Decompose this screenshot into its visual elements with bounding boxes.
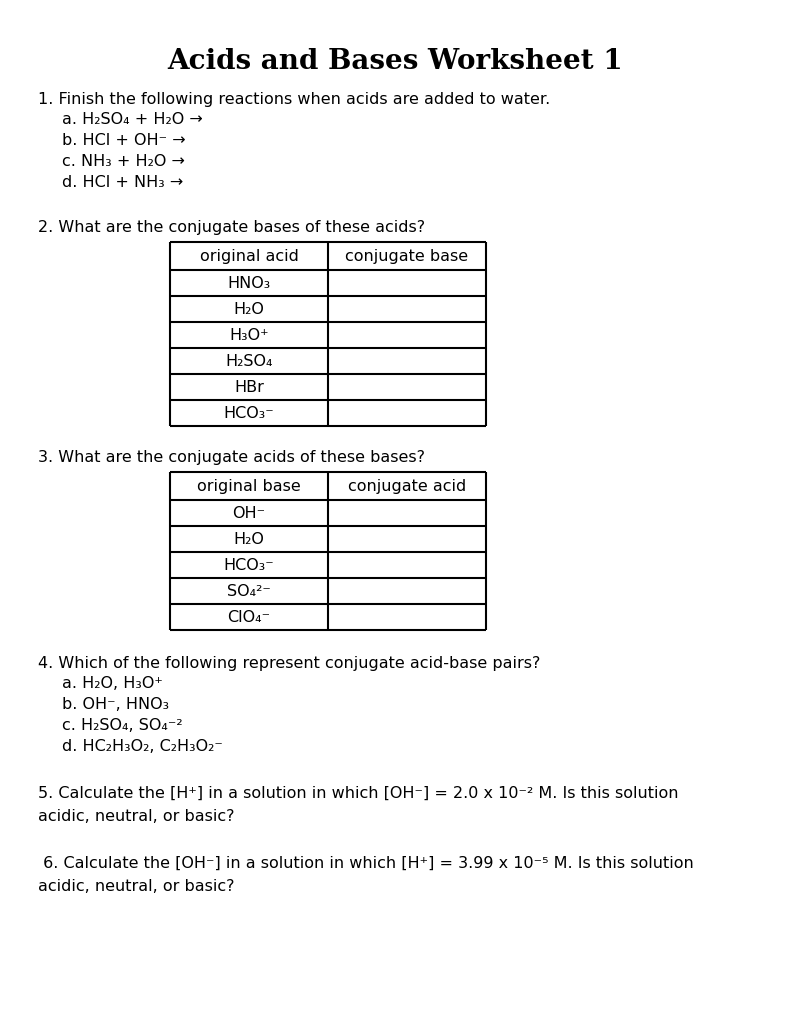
Text: a. H₂SO₄ + H₂O →: a. H₂SO₄ + H₂O →: [62, 112, 202, 127]
Text: H₃O⁺: H₃O⁺: [229, 328, 269, 342]
Text: original acid: original acid: [199, 249, 298, 263]
Text: OH⁻: OH⁻: [233, 506, 266, 520]
Text: 2. What are the conjugate bases of these acids?: 2. What are the conjugate bases of these…: [38, 220, 425, 234]
Text: H₂O: H₂O: [233, 531, 264, 547]
Text: acidic, neutral, or basic?: acidic, neutral, or basic?: [38, 809, 234, 824]
Text: H₂SO₄: H₂SO₄: [225, 353, 273, 369]
Text: Acids and Bases Worksheet 1: Acids and Bases Worksheet 1: [168, 48, 623, 75]
Text: a. H₂O, H₃O⁺: a. H₂O, H₃O⁺: [62, 676, 163, 691]
Text: SO₄²⁻: SO₄²⁻: [227, 584, 271, 598]
Text: 6. Calculate the [OH⁻] in a solution in which [H⁺] = 3.99 x 10⁻⁵ M. Is this solu: 6. Calculate the [OH⁻] in a solution in …: [38, 856, 694, 871]
Text: 5. Calculate the [H⁺] in a solution in which [OH⁻] = 2.0 x 10⁻² M. Is this solut: 5. Calculate the [H⁺] in a solution in w…: [38, 786, 679, 801]
Text: c. H₂SO₄, SO₄⁻²: c. H₂SO₄, SO₄⁻²: [62, 718, 183, 733]
Text: 3. What are the conjugate acids of these bases?: 3. What are the conjugate acids of these…: [38, 450, 425, 465]
Text: H₂O: H₂O: [233, 301, 264, 316]
Text: HCO₃⁻: HCO₃⁻: [224, 557, 274, 572]
Text: conjugate acid: conjugate acid: [348, 478, 466, 494]
Text: b. OH⁻, HNO₃: b. OH⁻, HNO₃: [62, 697, 169, 712]
Text: 1. Finish the following reactions when acids are added to water.: 1. Finish the following reactions when a…: [38, 92, 551, 106]
Text: d. HCl + NH₃ →: d. HCl + NH₃ →: [62, 175, 184, 190]
Text: ClO₄⁻: ClO₄⁻: [228, 609, 271, 625]
Text: c. NH₃ + H₂O →: c. NH₃ + H₂O →: [62, 154, 185, 169]
Text: HCO₃⁻: HCO₃⁻: [224, 406, 274, 421]
Text: d. HC₂H₃O₂, C₂H₃O₂⁻: d. HC₂H₃O₂, C₂H₃O₂⁻: [62, 739, 223, 754]
Text: original base: original base: [197, 478, 301, 494]
Text: HBr: HBr: [234, 380, 264, 394]
Text: 4. Which of the following represent conjugate acid-base pairs?: 4. Which of the following represent conj…: [38, 656, 540, 671]
Text: acidic, neutral, or basic?: acidic, neutral, or basic?: [38, 879, 234, 894]
Text: b. HCl + OH⁻ →: b. HCl + OH⁻ →: [62, 133, 186, 148]
Text: conjugate base: conjugate base: [346, 249, 468, 263]
Text: HNO₃: HNO₃: [227, 275, 271, 291]
